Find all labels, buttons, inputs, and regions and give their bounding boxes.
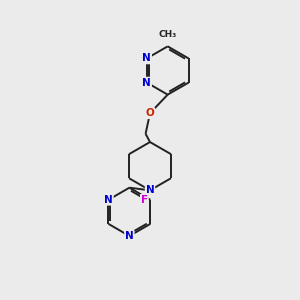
Text: F: F bbox=[141, 195, 148, 205]
Text: N: N bbox=[142, 53, 151, 63]
Text: N: N bbox=[146, 185, 154, 195]
Text: O: O bbox=[146, 108, 154, 118]
Text: N: N bbox=[104, 195, 113, 205]
Text: CH₃: CH₃ bbox=[158, 30, 177, 39]
Text: N: N bbox=[125, 231, 134, 241]
Text: N: N bbox=[142, 78, 151, 88]
